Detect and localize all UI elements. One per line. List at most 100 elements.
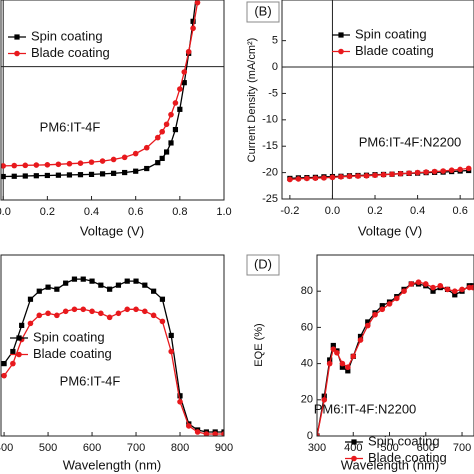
- marker: [88, 171, 95, 177]
- marker: [142, 282, 148, 288]
- marker: [45, 310, 51, 317]
- marker: [172, 100, 179, 106]
- marker: [110, 156, 117, 163]
- marker: [330, 346, 337, 352]
- marker: [133, 168, 139, 174]
- legend-label: Blade coating: [368, 450, 447, 465]
- marker: [380, 171, 387, 178]
- legend-label: Blade coating: [33, 346, 112, 361]
- marker: [77, 172, 84, 178]
- marker: [16, 335, 22, 341]
- marker: [121, 154, 128, 161]
- marker: [423, 169, 429, 175]
- plot-area: [317, 279, 474, 436]
- marker: [22, 173, 28, 179]
- y-tick-label: -25: [262, 193, 278, 205]
- marker: [190, 25, 196, 32]
- x-tick-label: 600: [83, 442, 101, 454]
- marker: [88, 159, 95, 165]
- plot-area: [287, 165, 472, 183]
- plot-area: [1, 276, 224, 436]
- marker: [168, 140, 174, 146]
- marker: [124, 278, 130, 284]
- y-tick-label: -5: [268, 87, 278, 99]
- marker: [144, 165, 150, 172]
- series-line: [289, 167, 469, 181]
- marker: [397, 170, 404, 177]
- marker: [77, 160, 84, 166]
- marker: [172, 127, 179, 133]
- legend-label: Spin coating: [355, 26, 427, 41]
- marker: [16, 351, 22, 358]
- marker: [351, 439, 357, 445]
- x-tick-label: 900: [215, 442, 233, 454]
- marker: [98, 282, 104, 288]
- panel-label: (D): [254, 256, 272, 271]
- marker: [11, 173, 17, 179]
- marker: [66, 172, 73, 178]
- x-tick-label: -0.2: [280, 205, 299, 217]
- x-axis-label: Voltage (V): [80, 223, 144, 238]
- marker: [459, 286, 465, 293]
- marker: [317, 433, 320, 436]
- marker: [386, 301, 393, 307]
- marker: [444, 286, 451, 293]
- marker: [22, 162, 29, 169]
- marker: [372, 172, 378, 179]
- marker: [430, 288, 436, 294]
- marker: [338, 48, 344, 55]
- marker: [122, 169, 128, 176]
- marker: [55, 172, 62, 178]
- marker: [355, 173, 361, 179]
- marker: [339, 364, 345, 370]
- marker: [27, 296, 34, 302]
- marker: [389, 171, 395, 177]
- marker: [177, 86, 183, 92]
- marker: [186, 423, 192, 429]
- plot-frame: [281, 0, 474, 200]
- x-tick-label: 0.0: [325, 205, 340, 217]
- y-axis-label: Current Density (mA/cm²): [246, 38, 258, 163]
- marker: [159, 318, 166, 325]
- marker: [33, 173, 39, 179]
- plot-frame: [316, 254, 474, 437]
- marker: [106, 314, 113, 321]
- marker: [379, 303, 385, 309]
- x-tick-label: 300: [308, 442, 326, 454]
- y-tick-label: 80: [301, 285, 313, 297]
- series-line: [3, 308, 224, 435]
- marker: [345, 364, 351, 371]
- marker: [54, 312, 60, 319]
- marker: [364, 322, 371, 329]
- marker: [133, 306, 139, 313]
- marker: [379, 306, 386, 313]
- marker: [150, 312, 157, 319]
- marker: [350, 353, 357, 360]
- marker: [452, 292, 458, 298]
- marker: [66, 160, 73, 167]
- annotation: PM6:IT-4F:N2200: [359, 134, 462, 149]
- y-tick-label: 40: [301, 358, 313, 370]
- marker: [36, 288, 42, 294]
- marker: [163, 121, 170, 128]
- marker: [465, 165, 472, 172]
- marker: [212, 431, 219, 436]
- panel-label-box: [246, 1, 280, 23]
- marker: [312, 175, 319, 181]
- marker: [470, 284, 474, 291]
- x-tick-label: 0.4: [410, 205, 425, 217]
- marker: [159, 296, 166, 302]
- marker: [393, 295, 400, 302]
- x-tick-label: 400: [0, 442, 13, 454]
- marker: [99, 158, 106, 164]
- marker: [143, 144, 150, 151]
- marker: [159, 155, 165, 161]
- marker: [185, 48, 192, 55]
- marker: [55, 161, 62, 168]
- legend-label: Spin coating: [33, 329, 105, 344]
- marker: [457, 166, 463, 173]
- marker: [414, 169, 421, 176]
- legend-label: Spin coating: [368, 433, 440, 448]
- marker: [365, 319, 371, 325]
- legend-label: Spin coating: [31, 28, 103, 43]
